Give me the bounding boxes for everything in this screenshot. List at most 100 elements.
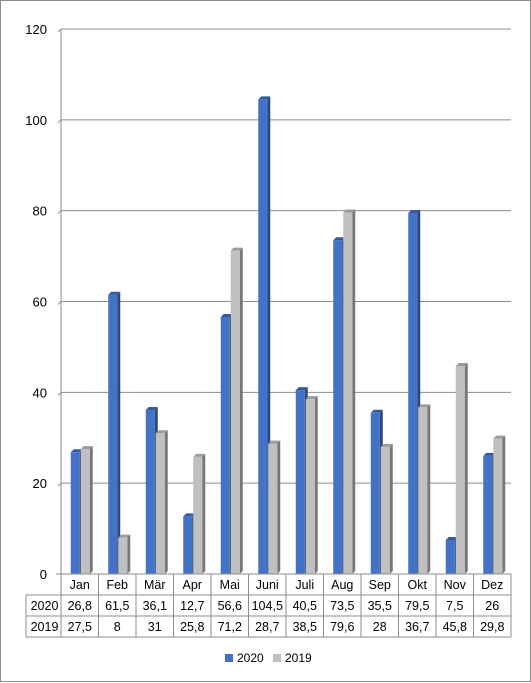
data-label: 12,7 [180,599,204,613]
x-tick-label: Juli [295,578,314,592]
x-tick-label: Dez [481,578,503,592]
y-tick-label: 60 [33,295,47,310]
x-tick-label: Juni [256,578,279,592]
bar-top [108,291,121,295]
bar [493,435,506,574]
data-label: 26,8 [68,599,92,613]
bar-top [193,453,206,457]
bar [230,247,243,574]
gridline-tick [57,119,62,124]
bar-front [258,99,268,574]
bar [455,362,468,574]
bar-front [230,250,240,574]
table-series-name: 2019 [31,620,59,634]
x-tick-label: Feb [106,578,128,592]
data-label: 104,5 [252,599,283,613]
data-label: 26 [485,599,499,613]
legend-swatch [225,654,233,662]
bar-top [220,313,233,317]
bar-top [380,443,393,447]
bar-side [427,404,431,574]
data-label: 45,8 [443,620,467,634]
bar-front [455,365,465,574]
data-label: 73,5 [330,599,354,613]
bar-side [164,430,168,574]
bar-front [418,407,428,574]
bar [118,534,131,574]
bar-front [220,316,230,574]
data-label: 27,5 [68,620,92,634]
bar-front [80,449,90,574]
bar-top [408,209,421,213]
bar-side [202,453,206,574]
bar-side [239,247,243,574]
bar-side [117,291,121,574]
data-label: 31 [148,620,162,634]
y-tick-label: 120 [25,22,47,37]
bar-side [502,435,506,574]
bar-front [370,412,380,574]
y-tick-label: 40 [33,385,47,400]
gridlines [56,28,511,575]
y-tick-label: 20 [33,476,47,491]
bar-side [89,446,93,574]
bar-top [305,396,318,400]
bar-top [370,409,383,413]
y-axis-ticks: 0 20 40 60 80 100 120 [25,22,47,582]
bar-front [493,438,503,574]
bar-front [333,240,343,574]
bar-top [155,430,168,434]
bar-top [493,435,506,439]
y-tick-label: 80 [33,204,47,219]
bar-front [268,443,278,574]
bar [418,404,431,574]
x-tick-label: Mär [144,578,166,592]
gridline-tick [57,391,62,396]
bar-top [483,452,496,456]
bar-side [352,209,356,574]
bar-top [343,209,356,213]
bar [305,396,318,574]
table-series-name: 2020 [31,599,59,613]
data-label: 28,7 [255,620,279,634]
gridline-tick [57,482,62,487]
legend-item: 2019 [273,651,312,665]
y-tick-label: 100 [25,113,47,128]
data-label: 36,1 [143,599,167,613]
bar-top [145,407,158,411]
data-label: 35,5 [368,599,392,613]
x-tick-label: Sep [369,578,391,592]
bar-side [389,443,393,574]
data-label: 36,7 [405,620,429,634]
bar-top [118,534,131,538]
bar-top [80,446,93,450]
x-tick-label: Apr [183,578,202,592]
data-label: 8 [114,620,121,634]
bar-front [193,456,203,574]
gridline-tick [57,301,62,305]
bar-top [268,440,281,444]
bar-top [258,96,271,100]
bar [268,440,281,574]
bar-front [483,455,493,574]
bar-front [108,294,118,574]
bar-top [445,536,458,540]
gridline-tick [57,28,62,33]
bar [155,430,168,574]
bar-front [295,390,305,574]
bar-top [230,247,243,251]
x-tick-label: Jan [70,578,90,592]
bar-front [445,539,455,574]
x-tick-label: Aug [331,578,353,592]
bar-front [305,399,315,574]
bar-top [295,387,308,391]
bar-top [333,237,346,241]
data-label: 61,5 [105,599,129,613]
bar-front [118,537,128,574]
data-label: 28 [373,620,387,634]
data-label: 79,6 [330,620,354,634]
data-label: 40,5 [293,599,317,613]
bar-front [70,452,80,574]
